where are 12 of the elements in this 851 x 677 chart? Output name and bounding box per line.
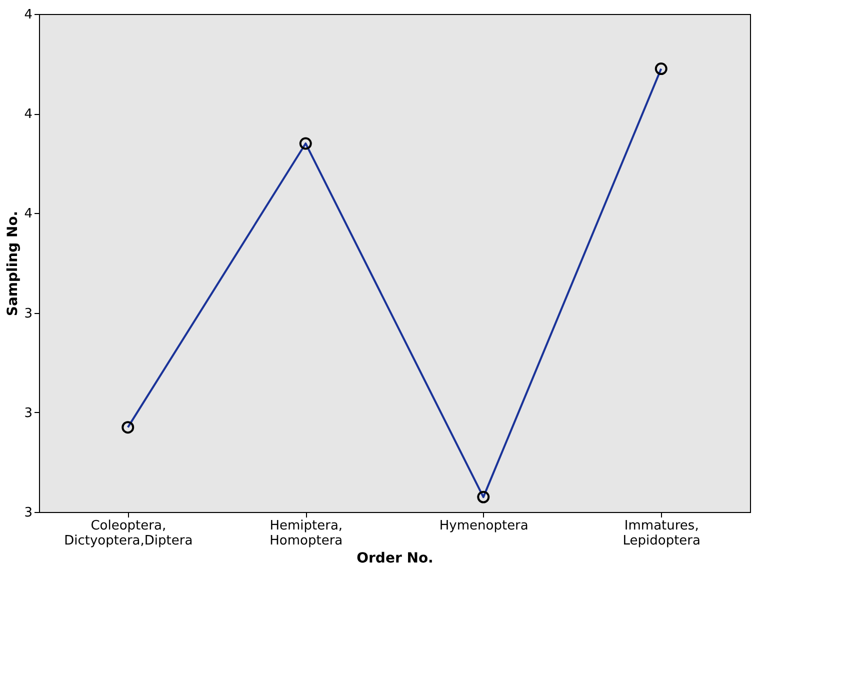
x-tick-label: Immatures, Lepidoptera xyxy=(622,518,700,548)
y-tick-label: 4 xyxy=(24,8,32,22)
y-tick-label: 4 xyxy=(24,206,32,222)
y-tick-label: 3 xyxy=(24,506,32,520)
y-tick-label: 3 xyxy=(24,406,32,421)
x-tick-label: Coleoptera, Dictyoptera,Diptera xyxy=(64,518,193,548)
x-tick-label: Hymenoptera xyxy=(439,518,528,534)
y-axis-title: Sampling No. xyxy=(5,210,22,316)
y-tick-label: 3 xyxy=(24,306,32,322)
x-tick-label: Hemiptera, Homoptera xyxy=(270,518,343,548)
x-axis-title: Order No. xyxy=(356,550,434,566)
y-tick-label: 4 xyxy=(24,107,32,122)
